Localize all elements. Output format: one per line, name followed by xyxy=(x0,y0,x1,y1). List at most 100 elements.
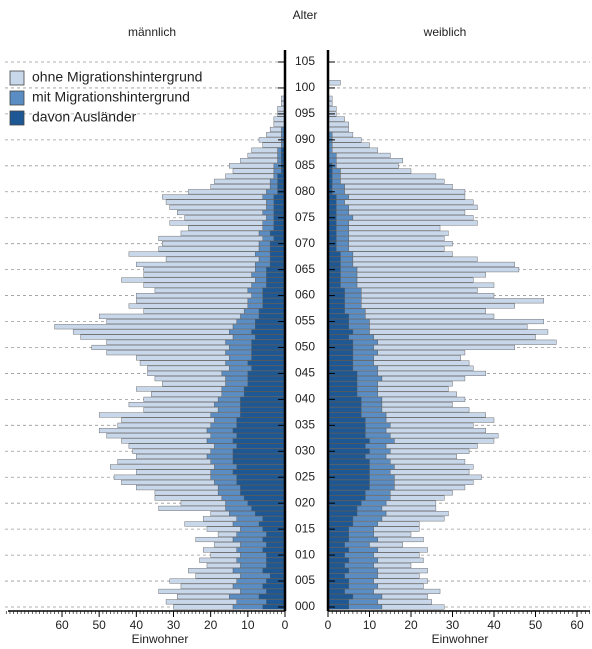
axes: 0000050100150200250300350400450500550600… xyxy=(5,25,590,646)
bar xyxy=(236,422,286,428)
bar xyxy=(348,235,445,242)
bar xyxy=(247,376,286,382)
bar xyxy=(377,386,449,392)
bar xyxy=(377,557,424,563)
bar xyxy=(247,360,286,366)
bar xyxy=(154,287,249,293)
bar xyxy=(327,583,349,589)
bar xyxy=(180,230,260,236)
bar xyxy=(128,443,215,449)
bar xyxy=(184,215,267,221)
bar xyxy=(240,485,286,491)
bar xyxy=(373,344,515,351)
bar xyxy=(327,505,358,511)
bar xyxy=(327,282,341,288)
y-tick-label: 020 xyxy=(295,495,315,509)
bar xyxy=(132,448,211,454)
bar xyxy=(327,121,349,127)
bar xyxy=(327,324,349,330)
bar xyxy=(327,313,349,319)
bar xyxy=(258,308,286,314)
bar xyxy=(348,204,478,210)
bar xyxy=(240,490,286,496)
bar xyxy=(158,588,241,594)
bar xyxy=(327,531,349,537)
x-axis-label: Einwohner xyxy=(432,632,489,646)
bar xyxy=(385,511,449,517)
bar xyxy=(369,318,545,325)
bar xyxy=(327,277,341,283)
bar xyxy=(143,282,252,288)
bar xyxy=(173,604,234,610)
x-tick-label: 20 xyxy=(404,618,418,632)
bar xyxy=(240,412,286,418)
bar xyxy=(255,334,286,340)
bar xyxy=(262,303,286,309)
bar xyxy=(154,376,226,382)
bar xyxy=(154,495,223,501)
bar xyxy=(327,355,354,361)
bar xyxy=(327,562,345,569)
y-tick-label: 065 xyxy=(295,262,315,276)
bar xyxy=(327,433,366,439)
bar xyxy=(106,350,226,356)
bar xyxy=(195,573,241,579)
bar xyxy=(352,215,474,221)
y-tick-label: 040 xyxy=(295,392,315,406)
bar xyxy=(348,230,449,236)
bar xyxy=(106,318,237,325)
bar xyxy=(269,126,282,133)
bar xyxy=(158,235,263,242)
bar xyxy=(147,365,230,371)
legend-swatch xyxy=(9,90,25,106)
bar xyxy=(255,511,286,517)
bar xyxy=(98,313,241,319)
bar xyxy=(373,334,536,340)
bar xyxy=(340,173,437,179)
bar xyxy=(377,370,486,376)
y-tick-label: 055 xyxy=(295,314,315,328)
bar xyxy=(269,256,286,262)
bar xyxy=(143,308,245,314)
bar xyxy=(381,594,428,600)
bar xyxy=(113,474,211,480)
bar xyxy=(136,469,211,475)
y-tick-label: 000 xyxy=(295,599,315,613)
bar xyxy=(106,339,226,345)
bar xyxy=(327,599,349,605)
bar xyxy=(348,194,466,200)
bar xyxy=(110,464,215,470)
bar xyxy=(327,116,345,122)
bar xyxy=(136,453,208,460)
bar xyxy=(158,505,226,511)
bar xyxy=(117,459,211,465)
bar xyxy=(210,511,230,517)
bar xyxy=(236,474,286,480)
bar xyxy=(344,184,453,190)
bar xyxy=(348,220,478,226)
bar xyxy=(258,137,282,143)
bar xyxy=(143,407,219,413)
bar xyxy=(394,485,466,491)
bar xyxy=(327,402,362,408)
bar xyxy=(121,417,215,423)
bar xyxy=(266,557,286,563)
y-tick-label: 030 xyxy=(295,443,315,457)
bar xyxy=(327,542,345,548)
bar xyxy=(232,469,286,475)
bar xyxy=(327,365,354,371)
bar xyxy=(327,376,358,382)
x-tick-label: 0 xyxy=(325,618,332,632)
bar xyxy=(214,178,271,184)
bar xyxy=(243,386,286,392)
bar xyxy=(162,381,226,387)
legend-swatch xyxy=(9,110,25,126)
bar xyxy=(373,531,412,537)
bar xyxy=(258,521,286,527)
bar xyxy=(262,583,286,589)
bar xyxy=(327,412,362,418)
y-tick-label: 025 xyxy=(295,469,315,483)
bar xyxy=(327,443,366,449)
bar xyxy=(390,459,466,465)
bar xyxy=(188,568,234,574)
